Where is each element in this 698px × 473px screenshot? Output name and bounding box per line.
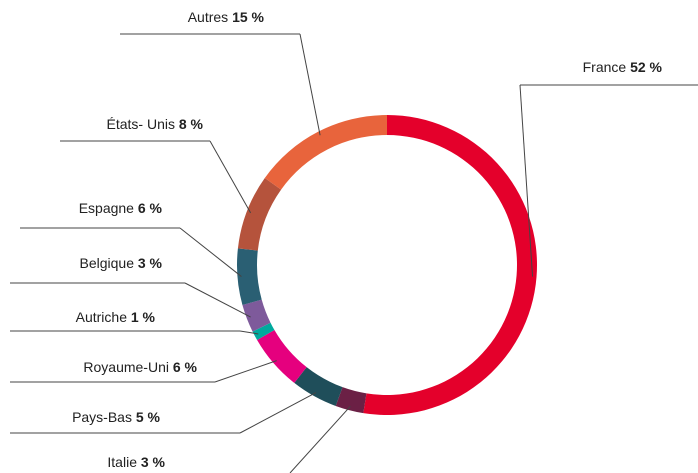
slice-label: Royaume-Uni 6 %: [83, 359, 197, 375]
leader-line: [184, 282, 251, 318]
slice-name: Royaume-Uni: [83, 359, 169, 375]
slice-value: 8 %: [179, 116, 204, 132]
slice-label: Espagne 6 %: [79, 200, 163, 216]
slice-value: 6 %: [173, 359, 198, 375]
slice-value: 52 %: [630, 59, 662, 75]
slice-label: Autriche 1 %: [76, 309, 156, 325]
donut-segment: [237, 177, 282, 251]
donut-segment: [236, 248, 262, 305]
slice-value: 3 %: [138, 255, 163, 271]
slice-name: Italie: [107, 454, 137, 470]
slice-name: France: [583, 59, 627, 75]
leader-line: [239, 330, 259, 335]
slice-label: Belgique 3 %: [79, 255, 162, 271]
leader-line: [289, 405, 351, 473]
donut-segment: [257, 330, 307, 383]
donut-segment: [335, 387, 367, 414]
donut-segment: [294, 367, 343, 406]
slice-name: Espagne: [79, 200, 134, 216]
leader-line: [299, 33, 321, 136]
leader-line: [519, 84, 534, 277]
slice-name: Belgique: [79, 255, 134, 271]
slice-name: Pays-Bas: [72, 409, 132, 425]
slice-value: 1 %: [131, 309, 156, 325]
slice-name: Autres: [188, 9, 228, 25]
slice-label: France 52 %: [583, 59, 663, 75]
slice-value: 3 %: [141, 454, 166, 470]
slice-label: Pays-Bas 5 %: [72, 409, 160, 425]
leader-line: [239, 392, 317, 434]
donut-segment: [264, 115, 387, 190]
donut-segment: [252, 322, 275, 340]
slice-value: 6 %: [138, 200, 163, 216]
leader-line: [209, 140, 252, 214]
slice-name: États- Unis: [107, 116, 175, 132]
slice-label: États- Unis 8 %: [107, 116, 204, 132]
donut-segment: [242, 299, 271, 332]
leader-line: [179, 227, 242, 277]
donut-segment: [363, 115, 537, 415]
slice-label: Italie 3 %: [107, 454, 165, 470]
slice-label: Autres 15 %: [188, 9, 265, 25]
slice-value: 15 %: [232, 9, 264, 25]
slice-name: Autriche: [76, 309, 128, 325]
slice-value: 5 %: [136, 409, 161, 425]
leader-line: [214, 360, 277, 383]
